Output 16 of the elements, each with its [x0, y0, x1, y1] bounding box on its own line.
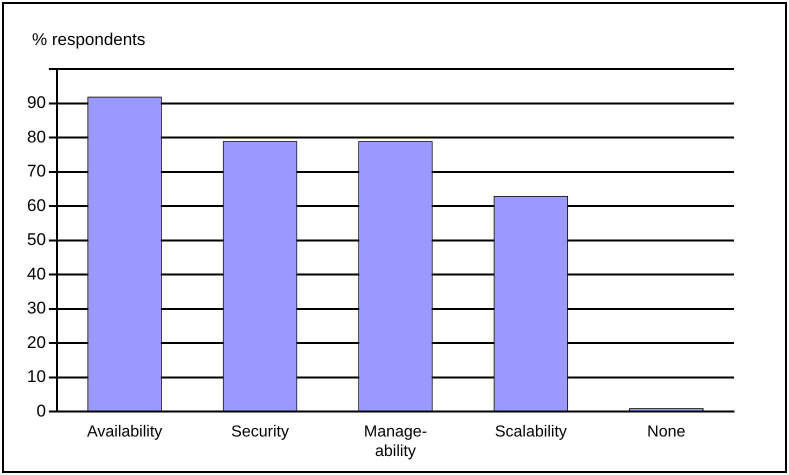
- y-tick-label: 30: [26, 298, 46, 318]
- x-tick-label: Scalability: [494, 424, 567, 441]
- y-tick-label: 70: [26, 162, 46, 181]
- y-tick-label: 20: [26, 332, 46, 352]
- y-tick-label: 60: [26, 196, 46, 215]
- x-tick-label: Security: [231, 424, 289, 441]
- y-tick-label: 90: [26, 93, 46, 112]
- x-tick-label: Manage-ability: [364, 424, 428, 460]
- x-tick-label: Availability: [86, 424, 162, 441]
- y-tick-label: 80: [26, 127, 46, 146]
- y-tick-label: 40: [26, 264, 46, 284]
- y-tick-label: 50: [26, 230, 46, 250]
- x-tick-label: None: [647, 424, 686, 441]
- y-tick-label: 10: [26, 367, 46, 386]
- y-tick-label: 0: [36, 401, 46, 420]
- y-axis-title: % respondents: [32, 30, 146, 50]
